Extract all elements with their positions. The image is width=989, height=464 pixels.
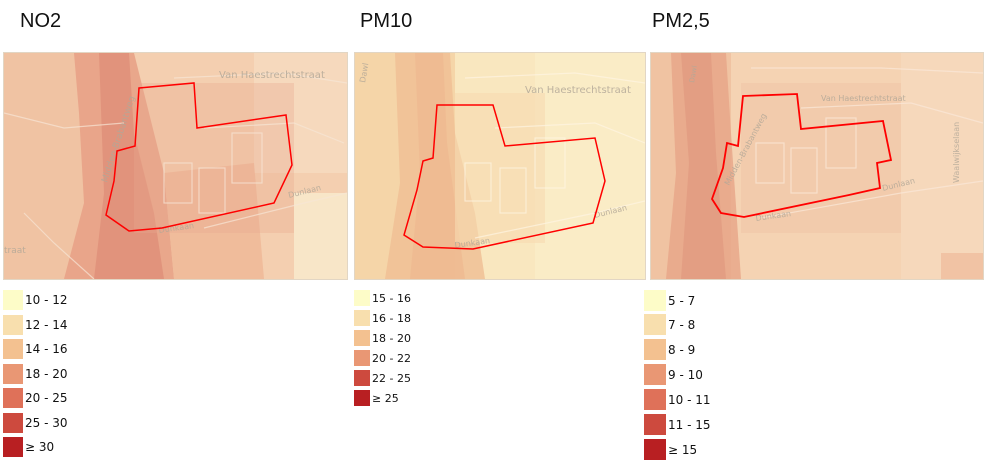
pm25-map[interactable]: Van Haestrechtstraat Midden-Brabantweg D… xyxy=(650,52,984,280)
no2-street-label: traat xyxy=(4,246,26,256)
legend-item: 8 - 9 xyxy=(644,339,695,360)
legend-swatch xyxy=(3,339,23,359)
pm10-street-label: Dawl xyxy=(358,62,370,83)
legend-swatch xyxy=(354,290,370,306)
legend-item: 5 - 7 xyxy=(644,290,695,311)
legend-item: 25 - 30 xyxy=(3,413,68,433)
no2-street-label: Van Haestrechtstraat xyxy=(219,70,325,81)
legend-item: ≥ 15 xyxy=(644,439,697,460)
pm10-map-canvas: Van Haestrechtstraat Dunkaan Dunlaan Daw… xyxy=(355,53,645,279)
no2-study-area-boundary xyxy=(105,82,293,232)
no2-map[interactable]: Van Haestrechtstraat Midden-Brabantweg D… xyxy=(3,52,348,280)
legend-item: 20 - 22 xyxy=(354,350,411,366)
legend-item: 10 - 12 xyxy=(3,290,68,310)
legend-swatch xyxy=(354,370,370,386)
legend-swatch xyxy=(644,339,666,360)
legend-item: 20 - 25 xyxy=(3,388,68,408)
no2-legend: 10 - 12 12 - 14 14 - 16 18 - 20 20 - 25 … xyxy=(3,290,123,462)
legend-swatch xyxy=(354,350,370,366)
pm10-street-label: Van Haestrechtstraat xyxy=(525,85,631,96)
legend-item: 9 - 10 xyxy=(644,364,703,385)
legend-item: 12 - 14 xyxy=(3,315,68,335)
legend-swatch xyxy=(3,437,23,457)
legend-swatch xyxy=(3,413,23,433)
pm25-map-canvas: Van Haestrechtstraat Midden-Brabantweg D… xyxy=(651,53,983,279)
legend-item: 16 - 18 xyxy=(354,310,411,326)
legend-item: 10 - 11 xyxy=(644,389,711,410)
legend-swatch xyxy=(3,290,23,310)
legend-swatch xyxy=(3,364,23,384)
legend-swatch xyxy=(644,389,666,410)
legend-item: 18 - 20 xyxy=(3,364,68,384)
no2-title: NO2 xyxy=(20,10,62,32)
pm25-legend: 5 - 7 7 - 8 8 - 9 9 - 10 10 - 11 11 - 15… xyxy=(644,290,764,462)
legend-swatch xyxy=(644,290,666,311)
legend-swatch xyxy=(644,314,666,335)
legend-item: 7 - 8 xyxy=(644,314,695,335)
pm25-street-label: Dawl xyxy=(688,65,699,84)
legend-swatch xyxy=(644,414,666,435)
legend-swatch xyxy=(644,364,666,385)
legend-item: 22 - 25 xyxy=(354,370,411,386)
legend-item: 15 - 16 xyxy=(354,290,411,306)
legend-item: 14 - 16 xyxy=(3,339,68,359)
legend-swatch xyxy=(354,330,370,346)
pm10-legend: 15 - 16 16 - 18 18 - 20 20 - 22 22 - 25 … xyxy=(354,290,474,410)
pm10-study-area-boundary xyxy=(403,104,606,250)
legend-swatch xyxy=(3,388,23,408)
legend-swatch xyxy=(354,390,370,406)
legend-swatch xyxy=(354,310,370,326)
pm25-street-label: Waalwijkselaan xyxy=(952,122,961,183)
legend-item: 11 - 15 xyxy=(644,414,711,435)
legend-swatch xyxy=(3,315,23,335)
legend-item: ≥ 25 xyxy=(354,390,399,406)
legend-swatch xyxy=(644,439,666,460)
pm25-title: PM2,5 xyxy=(652,10,710,32)
pm25-street-label: Van Haestrechtstraat xyxy=(821,94,906,103)
pm25-study-area-boundary xyxy=(711,93,893,218)
pm10-title: PM10 xyxy=(360,10,413,32)
legend-item: ≥ 30 xyxy=(3,437,54,457)
pm10-map[interactable]: Van Haestrechtstraat Dunkaan Dunlaan Daw… xyxy=(354,52,646,280)
no2-map-canvas: Van Haestrechtstraat Midden-Brabantweg D… xyxy=(4,53,347,279)
legend-item: 18 - 20 xyxy=(354,330,411,346)
